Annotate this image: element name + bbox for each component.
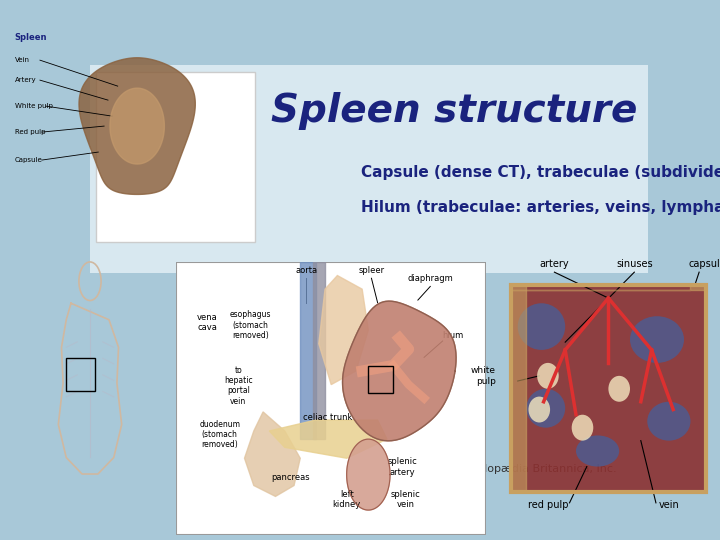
Text: Vein: Vein [14,57,30,63]
Polygon shape [343,301,456,441]
Polygon shape [245,412,300,496]
Text: Spleen structure: Spleen structure [271,92,637,130]
Text: hium: hium [443,331,464,340]
Circle shape [608,376,630,402]
Polygon shape [347,439,390,510]
Text: spleer: spleer [359,266,384,275]
Polygon shape [79,58,195,194]
Bar [66,359,95,392]
Polygon shape [511,285,706,492]
Text: esophagus
(stomach
removed): esophagus (stomach removed) [230,310,271,340]
Text: white
pulp: white pulp [471,366,496,386]
Text: Hilum (trabeculae: arteries, veins, lymphatics): Hilum (trabeculae: arteries, veins, lymp… [361,200,720,215]
Polygon shape [511,285,706,291]
Ellipse shape [576,435,619,467]
Polygon shape [319,275,369,384]
Text: Spleen: Spleen [14,33,48,42]
Polygon shape [300,262,316,439]
Ellipse shape [518,303,565,350]
Bar [511,285,706,492]
Text: diaphragm: diaphragm [408,274,453,283]
Text: vena
cava: vena cava [197,313,217,332]
Polygon shape [312,262,325,439]
Text: splenic
vein: splenic vein [391,490,420,509]
Text: red pulp: red pulp [528,500,568,510]
Text: duodenum
(stomach
removed): duodenum (stomach removed) [199,420,240,449]
Text: aorta: aorta [295,266,318,275]
Bar [96,72,255,242]
Text: celiac trunk: celiac trunk [303,413,353,422]
Text: artery: artery [539,259,570,269]
Text: Red pulp: Red pulp [14,129,45,135]
Text: Capsule: Capsule [14,157,42,163]
Ellipse shape [526,389,565,428]
Text: Capsule (dense CT), trabeculae (subdivide parenchyma, splenic pulp): Capsule (dense CT), trabeculae (subdivid… [361,165,720,180]
Circle shape [572,415,593,441]
Bar [90,273,648,481]
Text: White pulp: White pulp [14,103,53,109]
Ellipse shape [647,402,690,441]
Text: capsule: capsule [689,259,720,269]
Text: sinuses: sinuses [616,259,652,269]
Text: splenic
artery: splenic artery [387,457,418,477]
Text: Artery: Artery [14,77,36,83]
Circle shape [537,363,559,389]
Text: © 2005 Encyclopædia Britannica, Inc.: © 2005 Encyclopædia Britannica, Inc. [405,464,617,474]
Bar [369,366,393,393]
Polygon shape [269,420,387,458]
Text: left
kidney: left kidney [333,490,361,509]
Polygon shape [511,285,526,492]
Polygon shape [110,88,164,164]
Ellipse shape [630,316,684,363]
Bar [90,65,648,273]
Text: vein: vein [659,500,679,510]
Text: to
hepatic
portal
vein: to hepatic portal vein [224,366,253,406]
Text: pancreas: pancreas [271,473,310,482]
Circle shape [528,396,550,422]
